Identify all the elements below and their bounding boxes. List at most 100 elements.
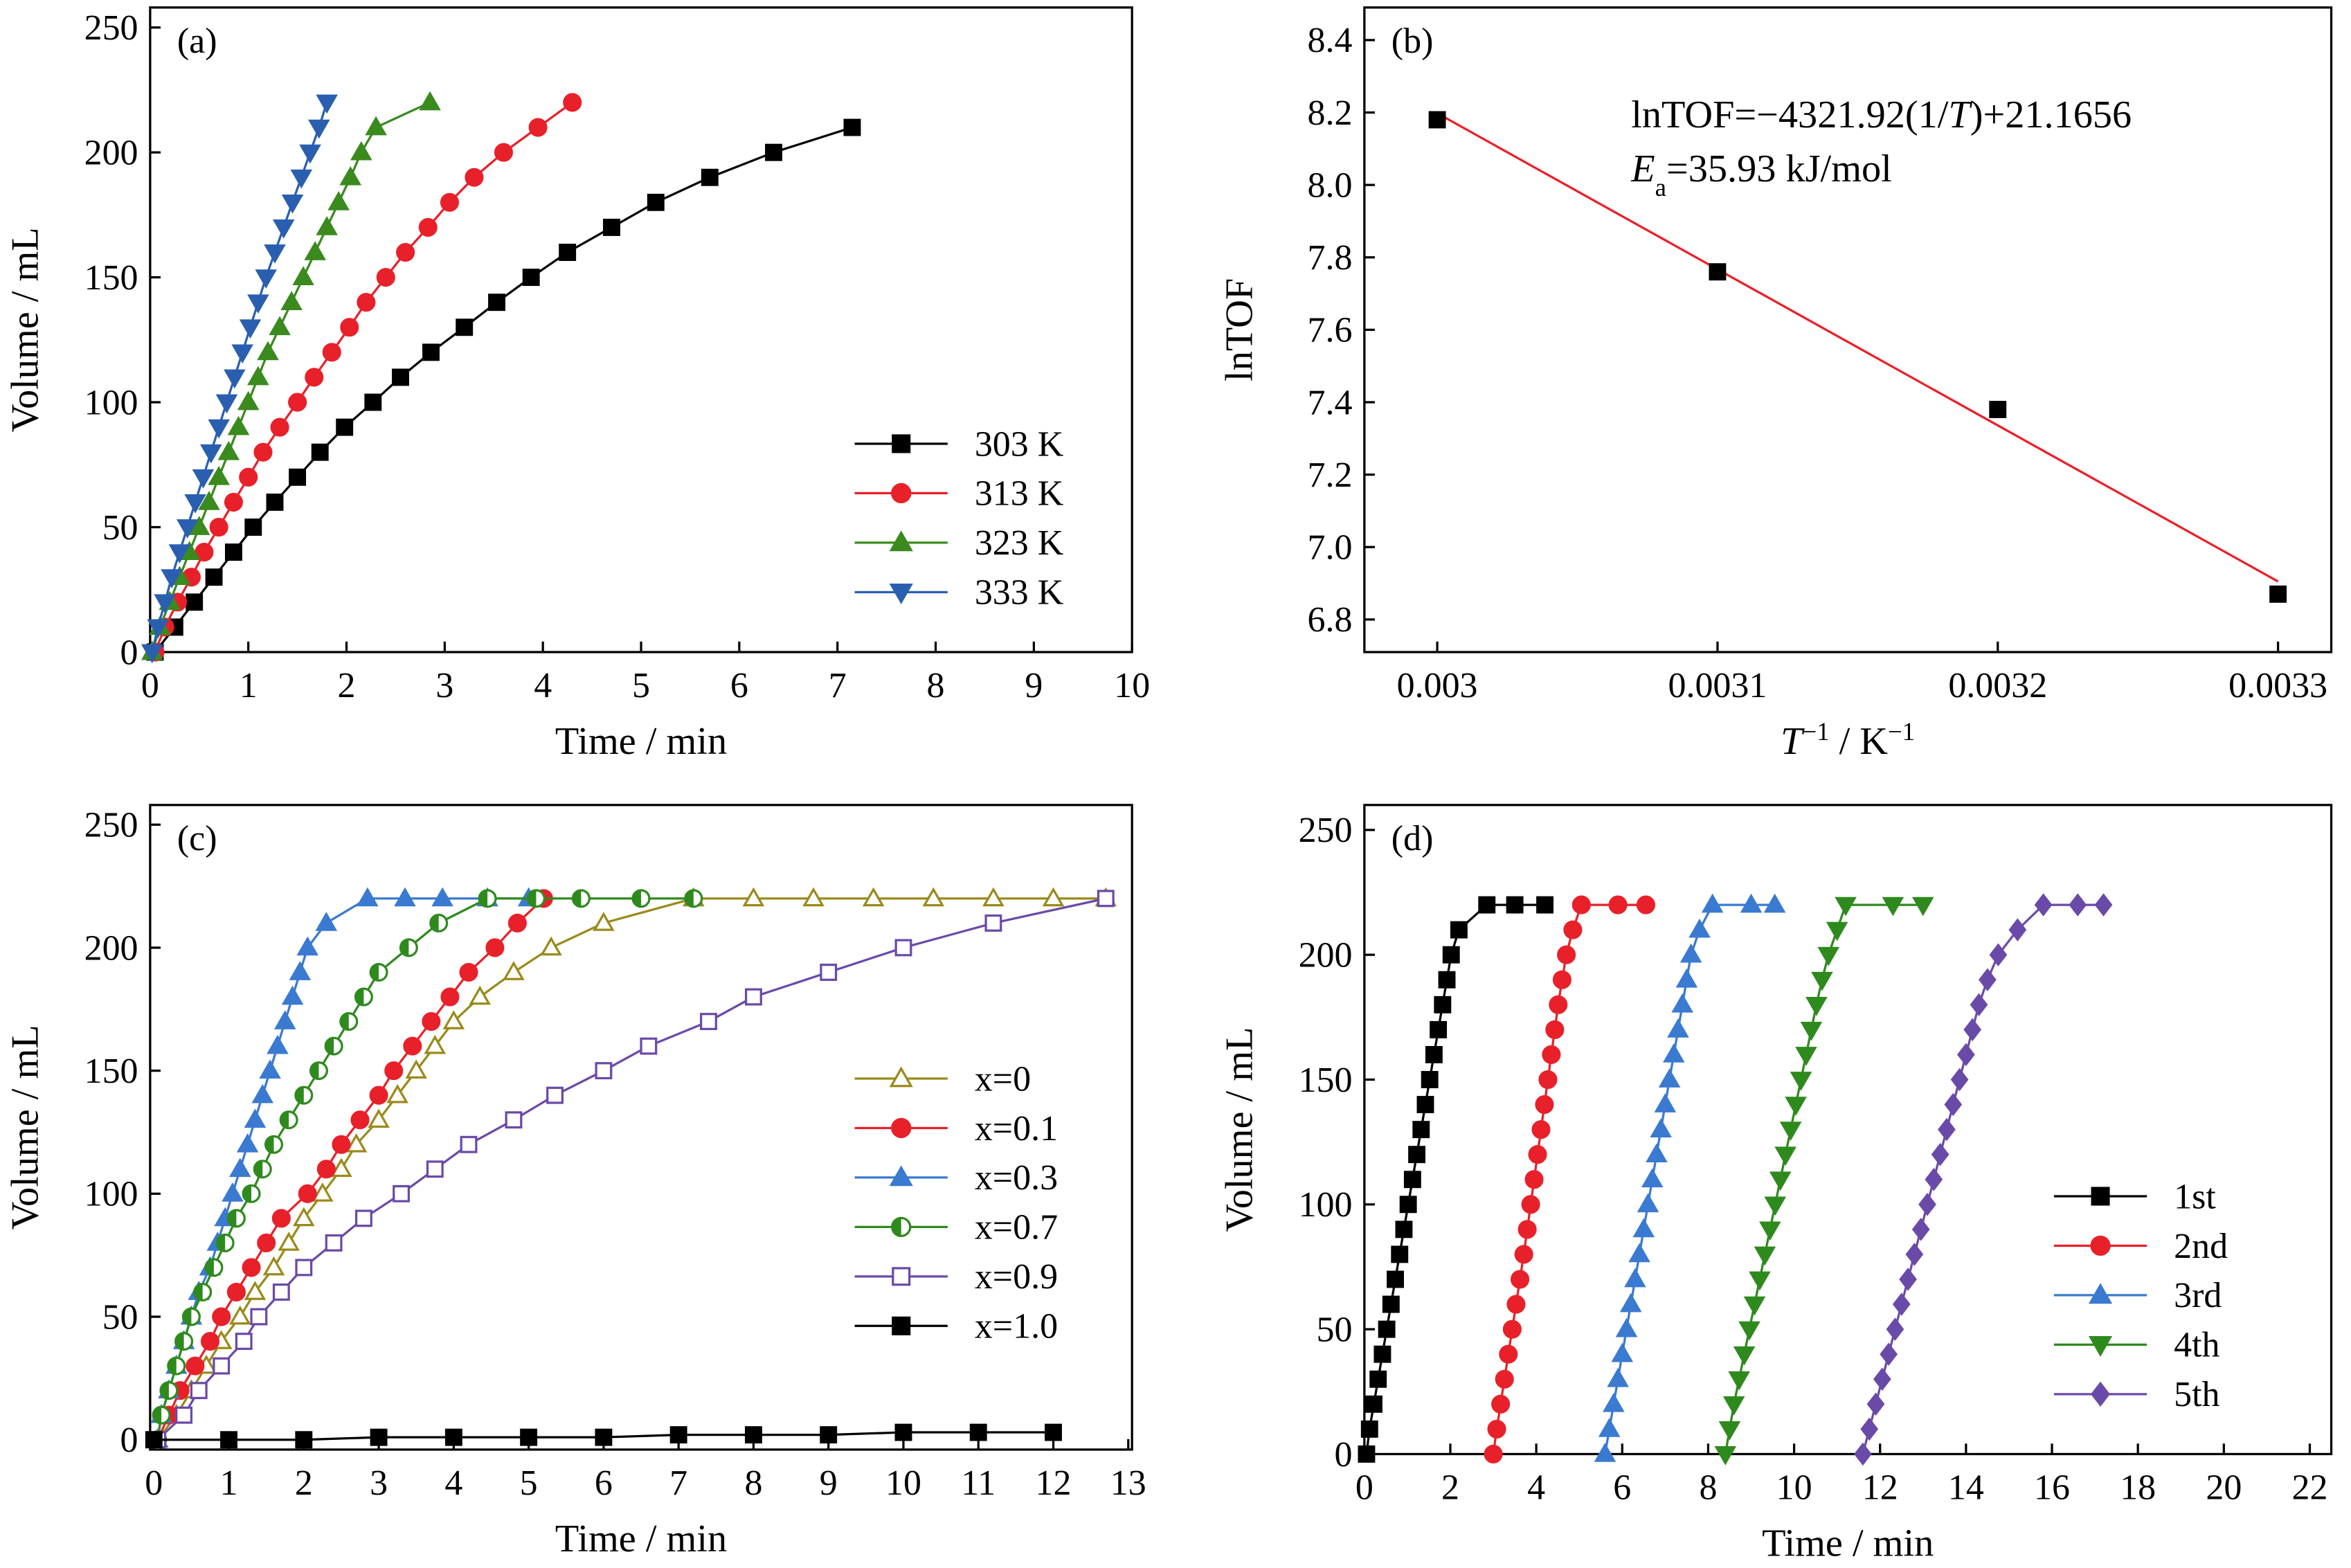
marker-shape — [1759, 1221, 1781, 1241]
data-point — [1979, 968, 1997, 991]
data-point — [1957, 1043, 1975, 1067]
marker-shape — [1749, 1271, 1771, 1291]
marker-shape — [1912, 896, 1934, 917]
marker-shape — [603, 218, 620, 236]
data-point — [1709, 263, 1727, 281]
data-point — [239, 467, 258, 487]
data-point — [1042, 887, 1065, 907]
legend-marker — [889, 530, 913, 552]
x-tick-label: 22 — [2292, 1468, 2328, 1507]
marker-shape — [1826, 921, 1848, 941]
marker-shape — [227, 415, 250, 435]
marker-shape — [308, 119, 330, 139]
marker-shape — [1873, 1367, 1891, 1391]
data-point — [251, 1083, 274, 1103]
data-point — [296, 936, 319, 956]
marker-shape — [339, 165, 362, 186]
data-point — [311, 443, 329, 461]
marker-shape — [1654, 1093, 1677, 1112]
marker-shape — [520, 1428, 538, 1446]
marker-shape — [1412, 1121, 1430, 1139]
x-axis-label-part: −1 — [1802, 717, 1829, 746]
data-point — [208, 419, 230, 439]
marker-shape — [1624, 1268, 1646, 1288]
data-point — [1611, 1342, 1634, 1362]
marker-shape — [891, 1117, 912, 1139]
data-point — [305, 368, 324, 387]
data-point — [526, 889, 546, 908]
data-point — [339, 165, 362, 186]
data-point — [209, 517, 228, 537]
marker-shape — [1667, 1018, 1689, 1038]
data-point — [186, 1356, 205, 1376]
marker-shape — [205, 568, 223, 586]
y-tick-label: 0 — [120, 633, 138, 672]
marker-shape — [647, 193, 665, 211]
x-tick-label: 0.003 — [1397, 666, 1478, 705]
marker-shape — [350, 1110, 370, 1130]
marker-shape — [281, 194, 304, 214]
data-point — [257, 341, 279, 361]
marker-shape — [1557, 945, 1576, 964]
marker-shape — [357, 293, 376, 312]
marker-shape — [1835, 896, 1857, 917]
x-tick-label: 3 — [370, 1463, 388, 1503]
data-point — [253, 1160, 272, 1179]
marker-shape — [595, 1428, 613, 1446]
data-point — [229, 1157, 251, 1178]
data-point — [440, 987, 460, 1007]
marker-shape — [1882, 896, 1904, 917]
data-point — [1365, 1395, 1382, 1413]
marker-shape — [1795, 1047, 1817, 1066]
marker-half — [254, 1160, 263, 1178]
x-tick-label: 8 — [744, 1463, 762, 1503]
marker-shape — [505, 1111, 523, 1129]
data-point — [1764, 1196, 1787, 1216]
data-point — [1608, 895, 1628, 914]
marker-shape — [244, 519, 262, 536]
marker-shape — [469, 985, 492, 1005]
data-point — [345, 1133, 368, 1153]
marker-shape — [1774, 1146, 1796, 1166]
marker-shape — [316, 216, 338, 235]
data-point — [147, 619, 170, 639]
marker-shape — [1733, 1346, 1756, 1366]
y-axis-label: lnTOF — [1218, 278, 1261, 381]
data-point — [1557, 945, 1576, 964]
data-point — [1641, 1168, 1664, 1188]
marker-shape — [154, 594, 176, 614]
marker-shape — [889, 1165, 913, 1187]
marker-shape — [212, 1307, 231, 1326]
data-point — [1688, 918, 1711, 938]
marker-shape — [1594, 1443, 1616, 1462]
y-tick-label: 200 — [1299, 936, 1353, 975]
data-point — [1944, 1092, 1963, 1117]
marker-shape — [1763, 893, 1786, 913]
data-point — [1521, 1195, 1540, 1214]
data-point — [242, 1184, 261, 1203]
x-tick-label: 0 — [1355, 1468, 1373, 1507]
legend-marker — [889, 583, 913, 604]
marker-shape — [1817, 946, 1840, 966]
data-point — [982, 887, 1005, 907]
series-line — [1492, 903, 1646, 1454]
panel: 6.8 7.0 7.2 7.4 7.6 7.8 8.0 8.2 8.4 0.003 0.0031 0.… — [1218, 6, 2333, 763]
data-point — [354, 987, 373, 1007]
marker-shape — [891, 483, 912, 504]
data-point — [1654, 1093, 1677, 1112]
marker-shape — [145, 1431, 163, 1449]
marker-shape — [1528, 1145, 1547, 1164]
legend-label: x=0.1 — [975, 1109, 1058, 1148]
data-point — [1738, 1321, 1760, 1341]
data-point — [339, 1012, 359, 1031]
data-point — [456, 318, 474, 336]
data-point — [1925, 1168, 1943, 1191]
data-point — [1535, 1095, 1554, 1115]
data-point — [640, 1037, 658, 1055]
marker-shape — [1549, 995, 1568, 1014]
data-point — [1514, 1245, 1533, 1264]
data-point — [237, 390, 260, 411]
data-point — [322, 343, 341, 362]
data-point — [469, 985, 492, 1005]
